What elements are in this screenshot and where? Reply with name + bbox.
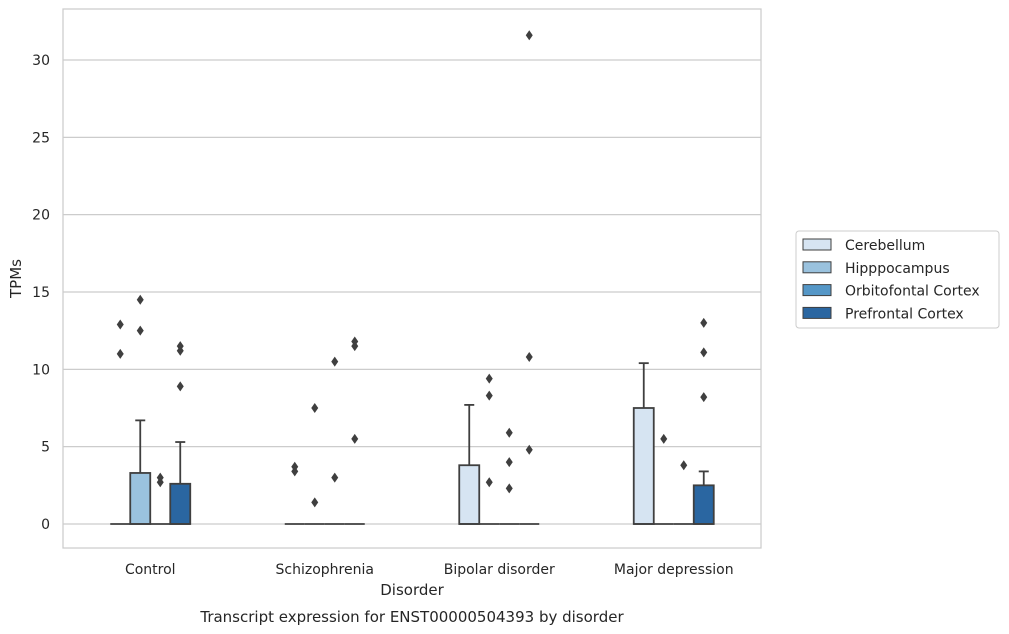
outlier-point [505, 427, 513, 438]
x-tick-label: Bipolar disorder [444, 562, 555, 578]
outlier-point [311, 403, 319, 413]
outlier-point [331, 472, 339, 483]
box-0-2 [150, 472, 171, 525]
y-tick-label: 5 [41, 440, 50, 456]
box-0-1 [129, 294, 152, 525]
legend-label: Orbitofontal Cortex [845, 284, 980, 300]
outlier-point [156, 472, 164, 483]
x-axis-label: Disorder [380, 581, 444, 599]
box-3-1 [653, 433, 674, 525]
outlier-point [505, 483, 513, 494]
outlier-point [176, 381, 184, 392]
legend-label: Cerebellum [845, 238, 925, 254]
box [632, 407, 655, 525]
box-2-2 [499, 427, 520, 525]
x-tick-label: Control [125, 562, 176, 578]
outlier-point [351, 336, 359, 347]
outlier-point [660, 433, 668, 444]
outlier-point [700, 347, 708, 358]
outlier-point [505, 457, 513, 468]
outlier-point [291, 461, 299, 472]
box-1-0 [284, 461, 305, 525]
legend-label: Hipppocampus [845, 261, 950, 277]
outlier-point [525, 444, 533, 455]
legend-label: Prefrontal Cortex [845, 306, 964, 322]
legend-swatch [802, 261, 832, 274]
outlier-point [525, 30, 533, 41]
legend-frame [795, 230, 1000, 329]
y-tick-label: 0 [41, 517, 50, 533]
box [169, 482, 192, 525]
box-2-0 [458, 404, 481, 525]
y-tick-labels: 0 5 10 15 20 25 30 [32, 53, 50, 533]
y-tick-label: 15 [32, 285, 50, 301]
outlier-point [116, 348, 124, 359]
box [129, 472, 152, 525]
y-tick-label: 20 [32, 208, 50, 224]
box-2-3 [519, 30, 540, 525]
outlier-point [311, 497, 319, 508]
outlier-point [331, 356, 339, 367]
box-0-0 [110, 319, 131, 525]
grid-lines [63, 59, 761, 525]
outlier-point [485, 373, 493, 384]
outlier-point [176, 341, 184, 352]
x-tick-labels: Control Schizophrenia Bipolar disorder Majo… [125, 562, 734, 578]
legend-swatch [802, 238, 832, 251]
box [458, 464, 481, 525]
x-tick-label: Major depression [614, 562, 734, 578]
box-3-3 [692, 317, 715, 525]
y-tick-label: 25 [32, 130, 50, 146]
y-tick-label: 30 [32, 53, 50, 69]
y-tick-label: 10 [32, 362, 50, 378]
outlier-point [351, 433, 359, 444]
box-1-3 [344, 336, 365, 525]
outlier-point [525, 351, 533, 362]
outlier-point [136, 294, 144, 305]
box-3-0 [632, 362, 655, 525]
box-plots [110, 30, 715, 525]
outlier-point [485, 477, 493, 488]
box [692, 484, 715, 525]
legend: Cerebellum Hipppocampus Orbitofontal Corte… [795, 230, 1000, 329]
outlier-point [136, 325, 144, 336]
y-axis-label: TPMs [7, 259, 25, 299]
outlier-point [680, 460, 688, 471]
chart-caption: Transcript expression for ENST0000050439… [199, 608, 624, 626]
x-tick-label: Schizophrenia [276, 562, 374, 578]
legend-swatch [802, 306, 832, 319]
box-1-1 [304, 403, 325, 525]
legend-swatch [802, 284, 832, 297]
box-0-3 [169, 341, 192, 525]
outlier-point [485, 390, 493, 401]
box-3-2 [673, 460, 694, 525]
outlier-point [700, 392, 708, 403]
plot-frame [62, 8, 762, 549]
box-1-2 [324, 356, 345, 525]
outlier-point [700, 317, 708, 328]
outlier-point [116, 319, 124, 330]
box-2-1 [479, 373, 500, 525]
